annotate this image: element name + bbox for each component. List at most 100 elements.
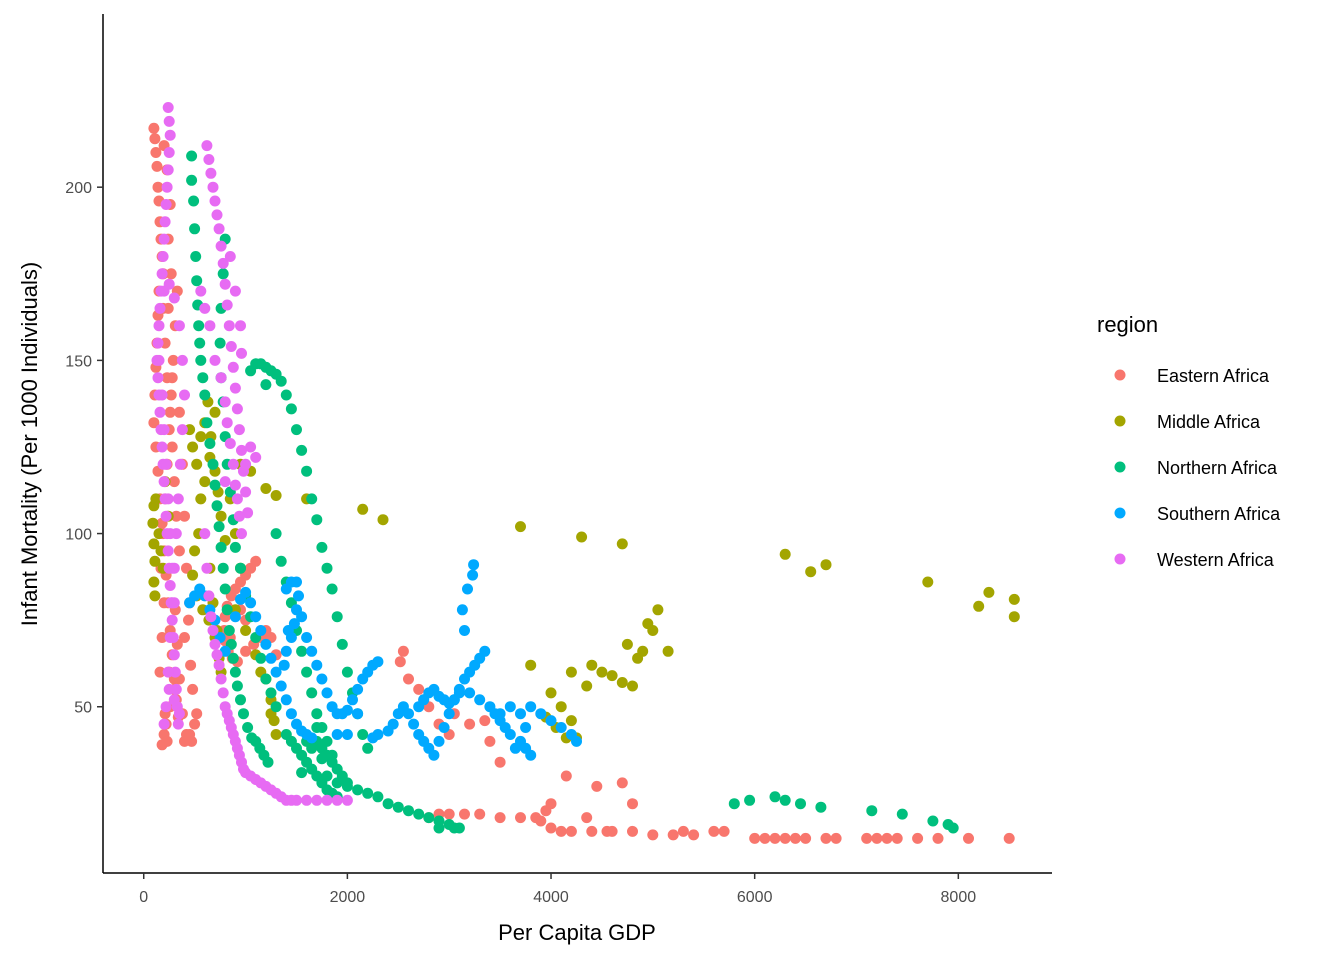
data-point [242, 722, 254, 733]
data-point [209, 638, 221, 650]
data-point [296, 444, 308, 456]
data-point [428, 749, 440, 761]
data-point [150, 493, 162, 505]
data-point [545, 822, 557, 834]
data-point [255, 625, 267, 636]
data-point [159, 216, 171, 228]
data-point [163, 683, 175, 695]
data-point [224, 438, 236, 449]
data-point [565, 666, 577, 678]
series-western-africa [151, 102, 353, 806]
data-point [352, 683, 364, 695]
y-tick-label: 50 [74, 700, 92, 717]
data-point [769, 832, 781, 844]
data-point [187, 441, 199, 453]
data-point [275, 375, 287, 387]
data-point [229, 382, 241, 394]
data-point [158, 233, 170, 245]
data-point [275, 680, 287, 692]
data-point [301, 794, 313, 806]
data-point [652, 604, 664, 616]
data-point [1003, 832, 1015, 844]
data-point [341, 780, 353, 792]
data-point [306, 493, 318, 505]
data-point [515, 708, 526, 720]
data-point [278, 659, 290, 671]
x-axis-title: Per Capita GDP [498, 920, 656, 945]
data-point [173, 545, 185, 557]
data-point [403, 708, 414, 720]
axes [102, 14, 1052, 874]
data-point [240, 586, 252, 598]
data-point [830, 832, 842, 844]
legend-key [1114, 369, 1126, 381]
data-point [677, 825, 689, 837]
data-point [728, 798, 740, 810]
data-point [240, 645, 252, 657]
data-point [221, 299, 233, 311]
data-point [779, 548, 791, 560]
data-point [213, 521, 225, 533]
data-point [509, 742, 521, 754]
data-point [311, 794, 323, 806]
data-point [341, 729, 353, 740]
data-point [148, 576, 160, 588]
legend-label: Eastern Africa [1157, 366, 1270, 386]
data-point [204, 320, 216, 332]
data-point [347, 694, 358, 706]
x-tick-label: 8000 [941, 889, 977, 906]
data-point [152, 372, 164, 384]
data-point [215, 541, 227, 553]
data-point [187, 569, 199, 581]
data-point [164, 580, 176, 591]
legend-items: Eastern Africa Middle Africa Northern Afri… [1114, 366, 1281, 570]
data-point [179, 510, 190, 522]
data-point [468, 559, 480, 571]
data-point [601, 825, 613, 837]
data-point [183, 614, 194, 626]
data-point [301, 632, 313, 643]
data-point [186, 174, 198, 186]
data-point [164, 129, 176, 141]
data-point [474, 808, 486, 820]
data-point [152, 181, 164, 193]
data-point [209, 354, 221, 366]
data-point [250, 451, 262, 463]
data-point [456, 604, 468, 616]
data-point [331, 777, 343, 789]
data-point [270, 666, 282, 678]
data-point [199, 389, 211, 401]
legend-key [1114, 415, 1126, 427]
data-point [166, 562, 178, 574]
data-point [779, 794, 791, 806]
data-point [871, 832, 883, 844]
data-point [211, 500, 223, 512]
legend-label: Middle Africa [1157, 412, 1261, 432]
data-point [215, 673, 227, 685]
data-point [891, 832, 903, 844]
data-point [153, 354, 165, 366]
data-point [321, 794, 333, 806]
data-point [199, 302, 211, 314]
data-point [211, 649, 223, 661]
data-point [260, 638, 272, 650]
data-point [185, 659, 197, 671]
data-point [413, 808, 425, 820]
data-point [565, 715, 577, 727]
data-point [255, 652, 267, 664]
y-tick-label: 200 [65, 180, 92, 197]
data-point [403, 673, 414, 685]
data-point [270, 490, 282, 501]
data-point [779, 832, 791, 844]
data-point [815, 801, 827, 813]
data-point [392, 801, 404, 813]
data-point [769, 791, 781, 803]
data-point [260, 673, 272, 685]
data-point [168, 694, 180, 706]
data-point [173, 406, 185, 418]
data-point [194, 337, 206, 349]
data-point [285, 403, 297, 415]
data-point [160, 458, 172, 470]
data-point [213, 223, 225, 235]
